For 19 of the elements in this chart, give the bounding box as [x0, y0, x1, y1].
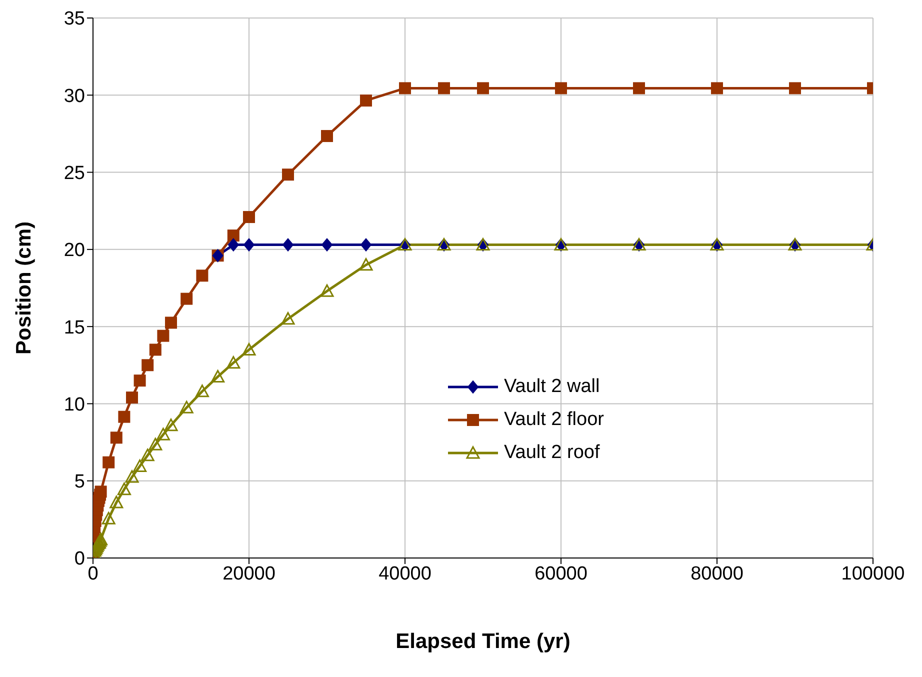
y-tick-label: 25: [64, 163, 85, 184]
y-tick-label: 20: [64, 240, 85, 262]
y-tick-label: 30: [64, 86, 85, 107]
legend-label: Vault 2 wall: [504, 376, 600, 398]
x-tick-label: 60000: [534, 563, 588, 584]
legend-label: Vault 2 floor: [504, 408, 604, 430]
y-axis-title: Position (cm): [12, 221, 36, 355]
y-tick-label: 5: [74, 472, 85, 493]
x-tick-label: 40000: [378, 563, 432, 584]
x-tick-label: 20000: [222, 563, 276, 584]
y-tick-label: 15: [64, 317, 85, 338]
x-tick-label: 0: [88, 563, 98, 584]
x-tick-label: 100000: [841, 563, 905, 584]
y-tick-label: 35: [64, 8, 85, 30]
legend-label: Vault 2 roof: [504, 442, 600, 464]
x-axis-title: Elapsed Time (yr): [396, 630, 570, 653]
y-tick-label: 10: [64, 394, 85, 416]
y-tick-label: 0: [74, 548, 85, 570]
x-tick-label: 80000: [690, 563, 744, 584]
